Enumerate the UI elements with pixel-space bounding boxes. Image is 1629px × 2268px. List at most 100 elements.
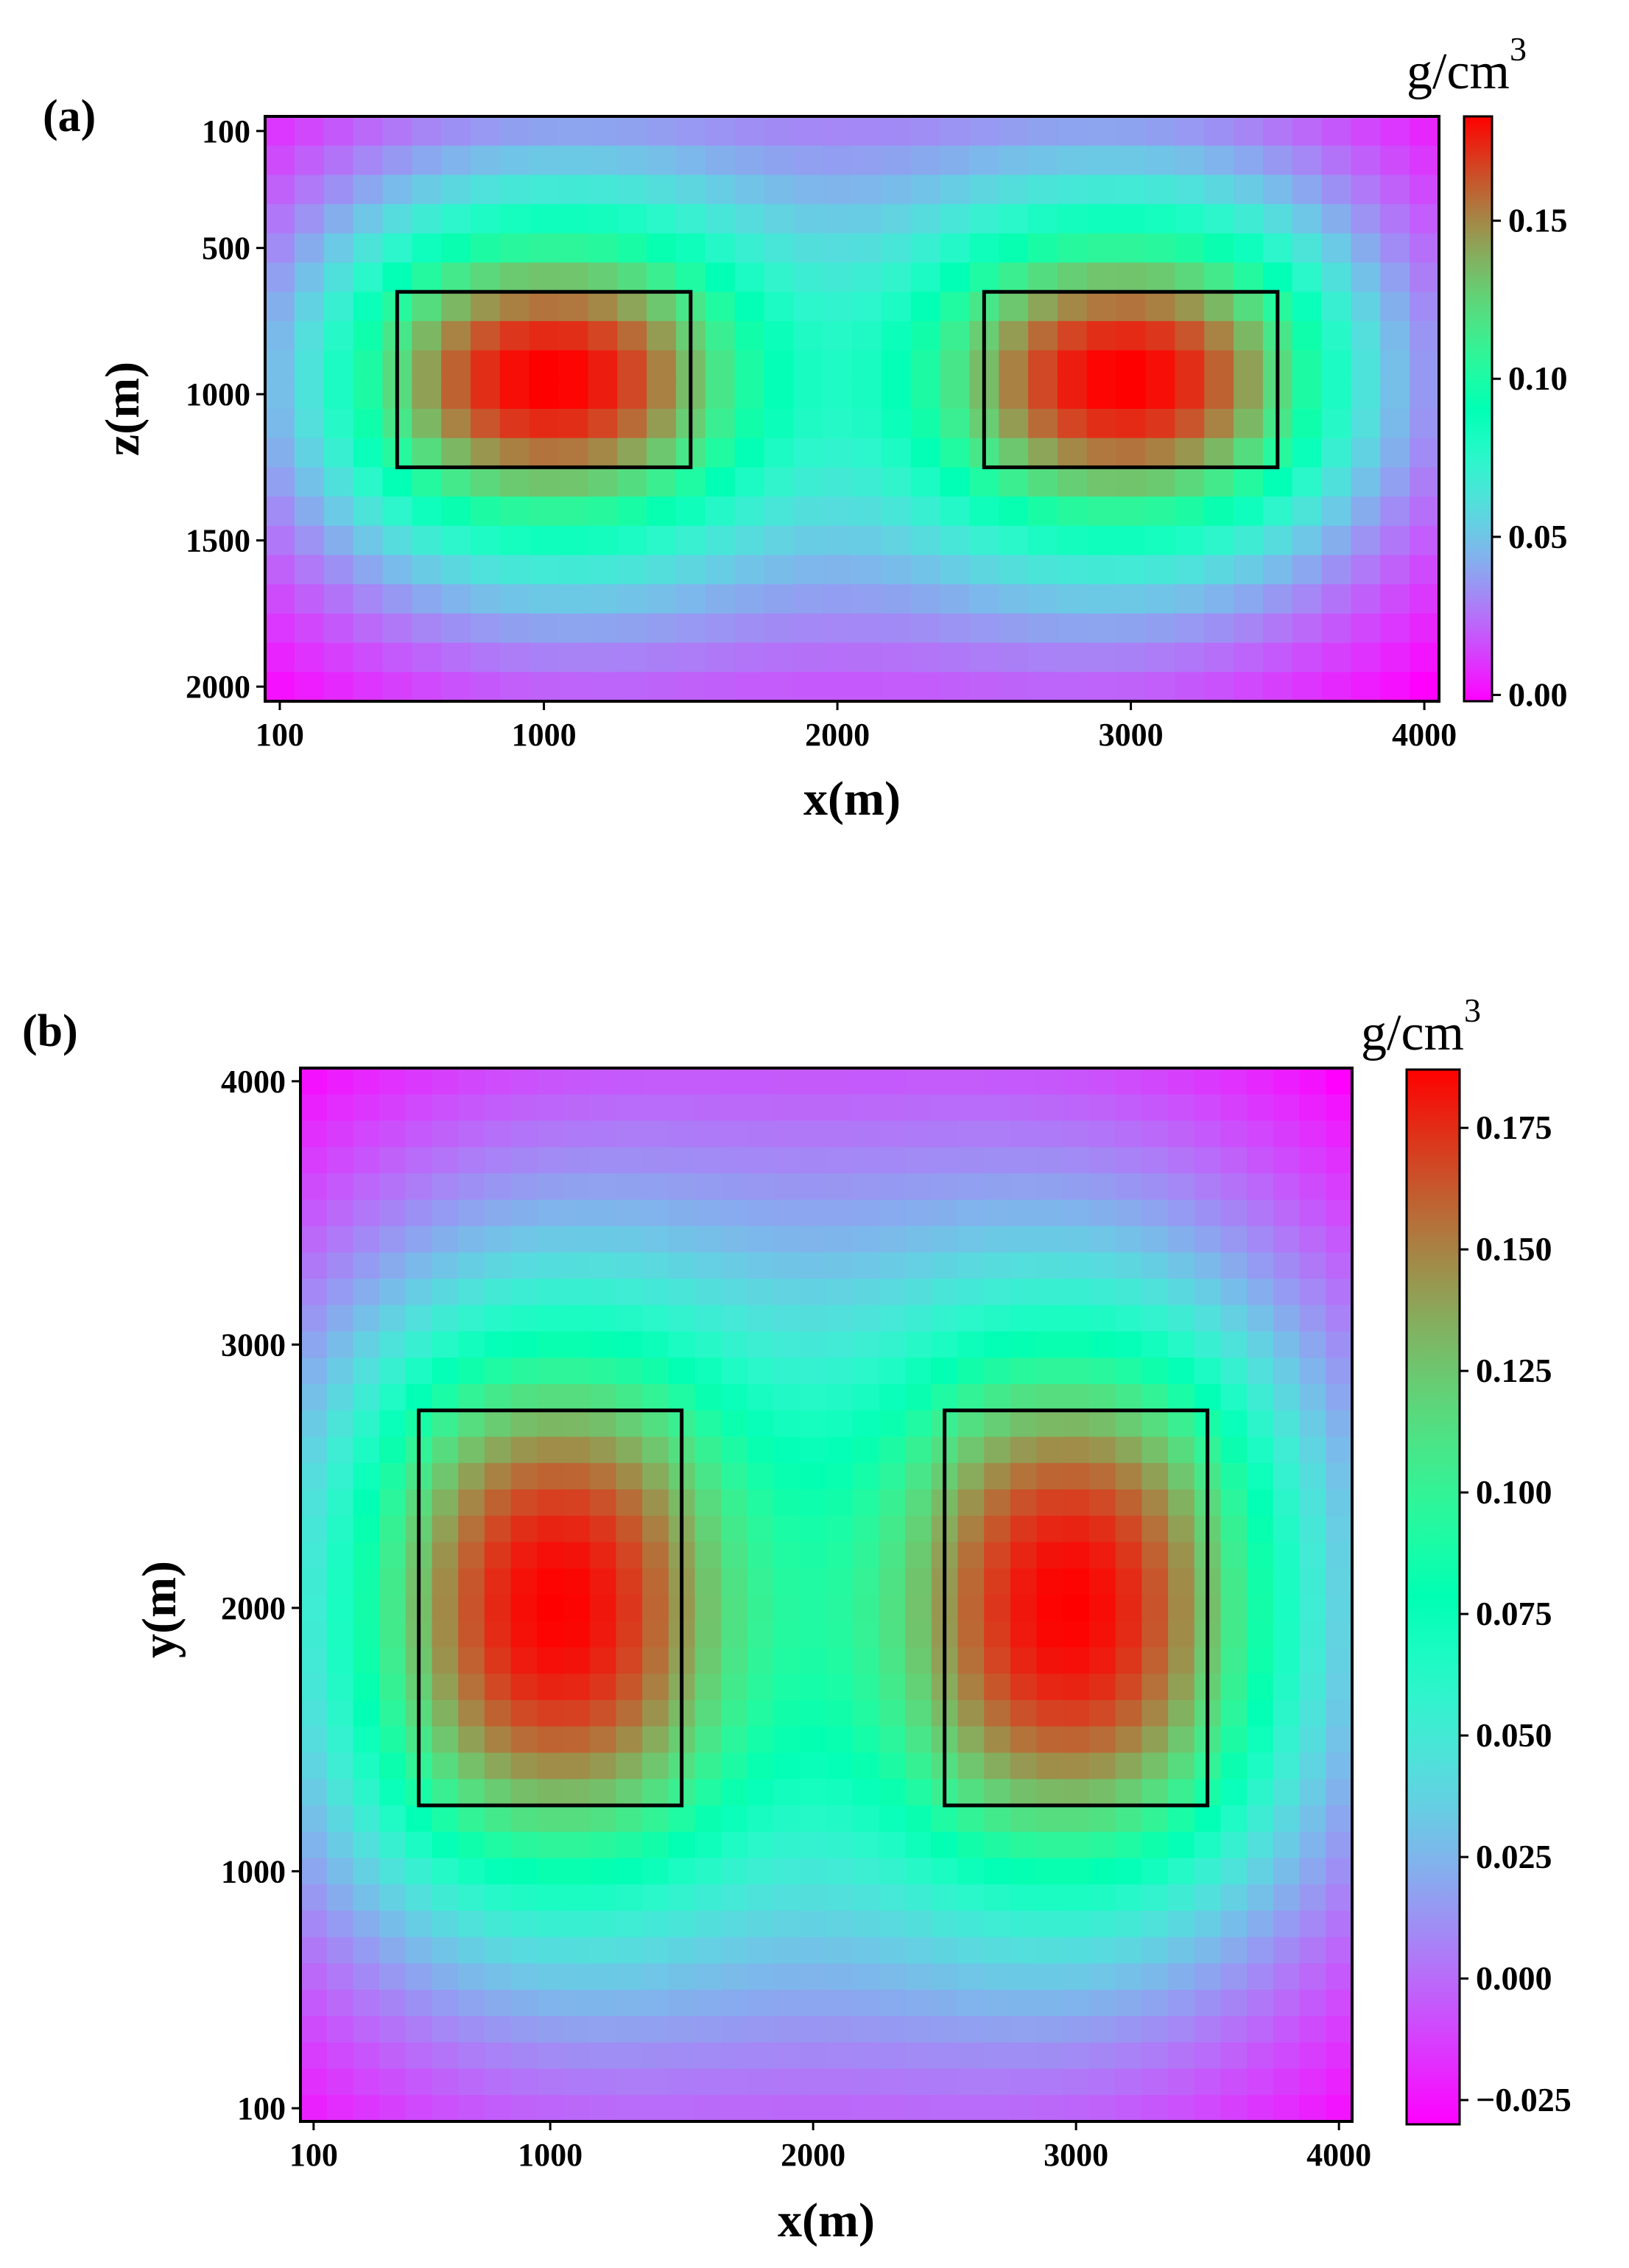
heatmap-cell <box>405 2068 433 2096</box>
heatmap-cell <box>1380 642 1410 673</box>
heatmap-cell <box>510 1963 538 1991</box>
heatmap-cell <box>905 1568 932 1595</box>
heatmap-cell <box>326 1805 354 1833</box>
heatmap-cell <box>432 1568 459 1595</box>
heatmap-cell <box>694 1779 722 1806</box>
heatmap-cell <box>642 1199 669 1227</box>
heatmap-cell <box>1204 496 1234 527</box>
heatmap-cell <box>747 1595 775 1622</box>
heatmap-cell <box>1028 320 1058 351</box>
heatmap-cell <box>1273 1831 1301 1859</box>
heatmap-cell <box>1326 1621 1353 1649</box>
heatmap-cell <box>537 1147 564 1174</box>
heatmap-cell <box>1086 438 1117 468</box>
heatmap-cell <box>852 350 882 381</box>
heatmap-cell <box>1247 2042 1274 2070</box>
heatmap-cell <box>1247 1331 1274 1359</box>
heatmap-cell <box>721 2016 748 2043</box>
heatmap-cell <box>379 1068 407 1095</box>
heatmap-cell <box>705 379 736 410</box>
heatmap-cell <box>879 1963 906 1991</box>
heatmap-cell <box>441 496 471 527</box>
heatmap-cell <box>1141 1384 1169 1411</box>
heatmap-cell <box>1220 1858 1248 1886</box>
heatmap-cell <box>589 1621 617 1649</box>
heatmap-cell <box>1116 320 1147 351</box>
heatmap-cell <box>984 2042 1011 2070</box>
heatmap-cell <box>1380 379 1410 410</box>
heatmap-cell <box>432 1595 459 1622</box>
heatmap-cell <box>484 1094 512 1122</box>
heatmap-cell <box>721 1358 748 1385</box>
heatmap-cell <box>764 320 795 351</box>
heatmap-cell <box>484 1515 512 1543</box>
heatmap-cell <box>563 1489 591 1517</box>
heatmap-cell <box>326 1542 354 1570</box>
heatmap-cell <box>458 1436 485 1464</box>
heatmap-cell <box>800 1173 827 1201</box>
heatmap-cell <box>823 496 853 527</box>
heatmap-cell <box>353 1515 380 1543</box>
heatmap-cell <box>1036 1752 1064 1780</box>
heatmap-cell <box>326 1831 354 1859</box>
heatmap-cell <box>1299 1199 1327 1227</box>
heatmap-cell <box>647 320 677 351</box>
heatmap-cell <box>1299 1674 1327 1701</box>
heatmap-cell <box>931 1805 959 1833</box>
heatmap-cell <box>537 1647 564 1675</box>
heatmap-cell <box>1299 1147 1327 1174</box>
heatmap-cell <box>382 116 413 147</box>
heatmap-cell <box>721 1831 748 1859</box>
heatmap-cell <box>563 1384 591 1411</box>
heatmap-cell <box>353 320 384 351</box>
heatmap-cell <box>537 1173 564 1201</box>
heatmap-cell <box>265 525 295 556</box>
heatmap-cell <box>470 584 501 614</box>
heatmap-cell <box>265 613 295 644</box>
heatmap-cell <box>326 1120 354 1148</box>
heatmap-cell <box>499 525 530 556</box>
heatmap-cell <box>764 467 795 497</box>
heatmap-cell <box>405 1384 433 1411</box>
heatmap-cell <box>537 1542 564 1570</box>
heatmap-cell <box>1351 613 1382 644</box>
heatmap-cell <box>1036 1199 1064 1227</box>
heatmap-cell <box>353 1226 380 1254</box>
heatmap-cell <box>905 1410 932 1438</box>
heatmap-cell <box>1036 1463 1064 1490</box>
heatmap-cell <box>1175 116 1205 147</box>
x-tick-label: 1000 <box>512 717 577 753</box>
panel-b-plot-frame <box>299 1067 1354 2123</box>
heatmap-cell <box>823 555 853 585</box>
heatmap-cell <box>999 613 1029 644</box>
heatmap-cell <box>705 672 736 702</box>
heatmap-cell <box>1036 1279 1064 1306</box>
heatmap-cell <box>499 262 530 292</box>
heatmap-cell <box>675 116 706 147</box>
heatmap-cell <box>852 1700 880 1727</box>
heatmap-cell <box>588 379 618 410</box>
heatmap-cell <box>1220 1331 1248 1359</box>
heatmap-cell <box>326 1621 354 1649</box>
heatmap-cell <box>1220 1147 1248 1174</box>
heatmap-cell <box>353 496 384 527</box>
heatmap-cell <box>558 116 589 147</box>
heatmap-cell <box>1292 496 1323 527</box>
heatmap-cell <box>499 555 530 585</box>
heatmap-cell <box>484 1279 512 1306</box>
heatmap-cell <box>881 496 912 527</box>
heatmap-cell <box>747 1463 775 1490</box>
heatmap-cell <box>1115 1700 1143 1727</box>
heatmap-cell <box>265 379 295 410</box>
heatmap-cell <box>1063 1305 1090 1333</box>
heatmap-cell <box>1086 175 1117 205</box>
heatmap-cell <box>484 1384 512 1411</box>
heatmap-cell <box>1010 1358 1038 1385</box>
heatmap-cell <box>984 1937 1011 1965</box>
heatmap-cell <box>1057 438 1088 468</box>
heatmap-cell <box>957 1963 985 1991</box>
heatmap-cell <box>826 2095 854 2122</box>
heatmap-cell <box>957 2016 985 2043</box>
heatmap-cell <box>1234 555 1264 585</box>
heatmap-cell <box>940 584 971 614</box>
